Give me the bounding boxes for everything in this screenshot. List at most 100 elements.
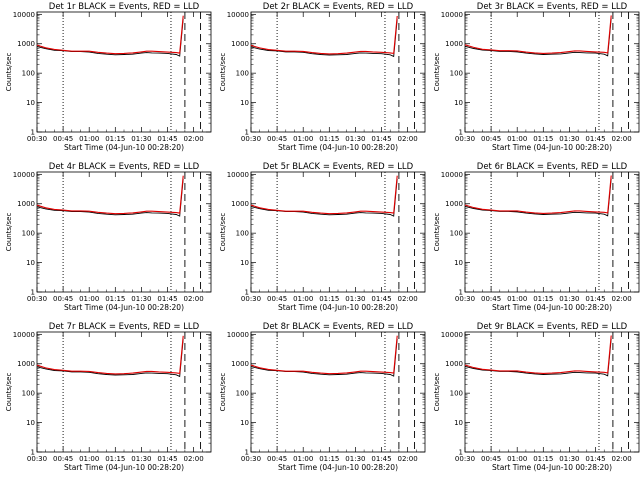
x-tick-label: 01:45: [585, 135, 605, 143]
series-line-lld: [250, 335, 398, 375]
x-axis-label: Start Time (04-Jun-10 00:28:20): [278, 463, 398, 472]
chart-panel-3: Det 3r BLACK = Events, RED = LLD 1 10 100 10…: [433, 2, 640, 152]
x-tick-label: 02:00: [398, 455, 418, 463]
x-tick-label: 01:00: [293, 135, 313, 143]
x-tick-label: 02:00: [612, 295, 632, 303]
x-axis-label: Start Time (04-Jun-10 00:28:20): [64, 463, 184, 472]
x-tick-label: 01:30: [559, 295, 579, 303]
x-axis-label: Start Time (04-Jun-10 00:28:20): [492, 463, 612, 472]
chart-title: Det 5r BLACK = Events, RED = LLD: [263, 162, 414, 172]
y-tick-label: 10: [26, 259, 35, 267]
y-tick-label: 10: [454, 419, 463, 427]
x-tick-label: 00:45: [481, 295, 501, 303]
x-tick-label: 00:30: [27, 135, 47, 143]
y-tick-label: 100: [22, 70, 35, 78]
x-tick-label: 00:30: [455, 295, 475, 303]
series-line-events: [36, 178, 184, 217]
chart-title: Det 2r BLACK = Events, RED = LLD: [263, 2, 414, 12]
y-tick-label: 100: [450, 70, 463, 78]
y-tick-label: 1000: [17, 200, 35, 208]
x-tick-label: 02:00: [398, 295, 418, 303]
x-axis-label: Start Time (04-Jun-10 00:28:20): [278, 303, 398, 312]
chart-panel-2: Det 2r BLACK = Events, RED = LLD 1 10 100 10…: [219, 2, 426, 152]
series-line-events: [250, 338, 398, 377]
x-tick-label: 02:00: [184, 295, 204, 303]
y-tick-label: 1: [31, 129, 35, 137]
y-tick-label: 1000: [17, 360, 35, 368]
x-tick-label: 00:30: [27, 455, 47, 463]
y-tick-label: 10000: [227, 11, 249, 19]
y-tick-label: 100: [450, 390, 463, 398]
x-tick-label: 01:45: [157, 295, 177, 303]
x-tick-label: 01:15: [105, 295, 125, 303]
x-axis-label: Start Time (04-Jun-10 00:28:20): [278, 143, 398, 152]
x-tick-label: 01:45: [157, 135, 177, 143]
x-tick-label: 00:30: [241, 295, 261, 303]
x-tick-label: 00:45: [53, 135, 73, 143]
chart-panel-5: Det 5r BLACK = Events, RED = LLD 1 10 100 10…: [219, 162, 426, 312]
y-axis-label: Counts/sec: [219, 53, 227, 92]
x-tick-label: 02:00: [612, 135, 632, 143]
x-tick-label: 01:00: [79, 295, 99, 303]
y-tick-label: 10000: [441, 11, 463, 19]
series-line-lld: [464, 175, 612, 214]
x-tick-label: 01:15: [533, 455, 553, 463]
series-line-events: [36, 18, 184, 57]
y-tick-label: 1: [245, 289, 249, 297]
x-tick-label: 01:15: [533, 295, 553, 303]
x-tick-label: 01:30: [345, 135, 365, 143]
x-tick-label: 01:00: [507, 295, 527, 303]
x-tick-label: 01:00: [293, 295, 313, 303]
y-axis-label: Counts/sec: [433, 213, 441, 252]
chart-panel-1: Det 1r BLACK = Events, RED = LLD 1 10 100 10…: [5, 2, 212, 152]
x-tick-label: 01:30: [559, 455, 579, 463]
x-axis-label: Start Time (04-Jun-10 00:28:20): [64, 143, 184, 152]
x-tick-label: 01:45: [371, 295, 391, 303]
x-axis-label: Start Time (04-Jun-10 00:28:20): [492, 303, 612, 312]
x-tick-label: 00:30: [241, 455, 261, 463]
x-tick-label: 01:45: [371, 135, 391, 143]
y-axis-label: Counts/sec: [5, 213, 13, 252]
x-tick-label: 01:30: [131, 455, 151, 463]
series-line-events: [36, 339, 184, 378]
y-axis-label: Counts/sec: [5, 373, 13, 412]
y-axis-label: Counts/sec: [5, 53, 13, 92]
chart-panel-8: Det 8r BLACK = Events, RED = LLD 1 10 100 10…: [219, 322, 426, 472]
y-tick-label: 1: [245, 129, 249, 137]
series-line-events: [250, 178, 398, 217]
chart-panel-9: Det 9r BLACK = Events, RED = LLD 1 10 100 10…: [433, 322, 640, 472]
y-tick-label: 10: [454, 99, 463, 107]
x-tick-label: 02:00: [184, 455, 204, 463]
y-tick-label: 10000: [13, 11, 35, 19]
y-axis-label: Counts/sec: [219, 213, 227, 252]
y-tick-label: 10: [26, 419, 35, 427]
chart-title: Det 1r BLACK = Events, RED = LLD: [49, 2, 200, 12]
y-tick-label: 10000: [227, 331, 249, 339]
y-tick-label: 1000: [17, 40, 35, 48]
y-tick-label: 1: [245, 449, 249, 457]
y-tick-label: 1000: [445, 40, 463, 48]
x-tick-label: 01:00: [507, 135, 527, 143]
x-axis-label: Start Time (04-Jun-10 00:28:20): [492, 143, 612, 152]
y-tick-label: 100: [236, 70, 249, 78]
chart-title: Det 6r BLACK = Events, RED = LLD: [477, 162, 628, 172]
x-tick-label: 00:45: [53, 295, 73, 303]
y-tick-label: 10000: [13, 171, 35, 179]
x-tick-label: 01:00: [293, 455, 313, 463]
y-axis-label: Counts/sec: [433, 53, 441, 92]
chart-title: Det 8r BLACK = Events, RED = LLD: [263, 322, 414, 332]
x-tick-label: 00:45: [481, 135, 501, 143]
x-tick-label: 00:30: [455, 135, 475, 143]
series-line-events: [464, 18, 612, 57]
series-line-lld: [36, 335, 184, 375]
x-tick-label: 01:00: [507, 455, 527, 463]
y-tick-label: 100: [22, 390, 35, 398]
chart-title: Det 4r BLACK = Events, RED = LLD: [49, 162, 200, 172]
y-tick-label: 10: [26, 99, 35, 107]
x-tick-label: 00:45: [267, 135, 287, 143]
chart-title: Det 9r BLACK = Events, RED = LLD: [477, 322, 628, 332]
x-tick-label: 00:30: [241, 135, 261, 143]
x-tick-label: 02:00: [398, 135, 418, 143]
chart-title: Det 7r BLACK = Events, RED = LLD: [49, 322, 200, 332]
